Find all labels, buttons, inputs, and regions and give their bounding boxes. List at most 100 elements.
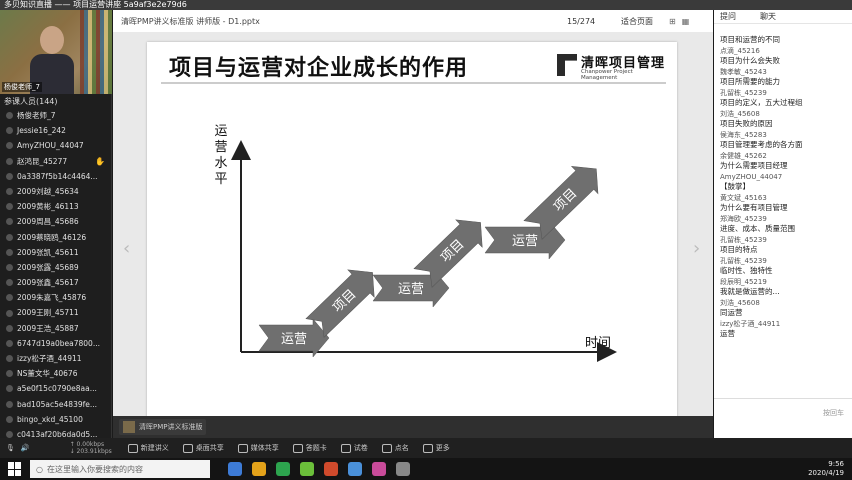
send-hint: 按回车 [823,409,844,417]
chat-sender: 孔留栋_45239 [720,257,767,265]
system-clock[interactable]: 9:56 2020/4/19 [808,460,844,478]
doc-tools[interactable]: ⊞▦ [669,16,696,26]
participant-avatar-icon [6,294,13,302]
network-speed: ↑ 0.00kbps ↓ 203.91kbps [70,441,112,455]
participant-item[interactable]: 2009刘越_45634 [0,184,111,199]
chat-text: 为什么要有项目管理 [720,203,788,212]
chat-text: 项目的特点 [720,245,758,254]
chat-sender: 魏孝敏_45243 [720,68,767,76]
raise-hand-icon: ✋ [95,156,105,166]
document-title: 清晖PMP讲义标准版 讲师版 - D1.pptx [121,16,260,26]
tab-questions[interactable]: 提问 [720,12,736,21]
chat-sender [720,26,848,35]
participant-name: Jessie16_242 [17,126,66,136]
prev-slide-icon[interactable]: ‹ [123,238,131,259]
toolbar-button[interactable]: 点名 [381,443,409,453]
bookshelf-background [80,10,112,94]
taskbar-app-icon[interactable] [252,462,266,476]
teacher-video[interactable]: 杨俊老师_7 [0,10,112,94]
toolbar-button[interactable]: 媒体共享 [237,443,279,453]
participant-item[interactable]: Jessie16_242 [0,123,111,138]
chat-message: izzy松子酒_44911 运营 [720,320,848,339]
taskbar-app-icon[interactable] [396,462,410,476]
participant-name: 2009周昌_45686 [17,217,79,227]
presenter-avatar [123,421,135,433]
tab-chat[interactable]: 聊天 [760,12,776,21]
presenter-bar: 清晖PMP讲义标准版 [113,416,713,438]
participant-avatar-icon [6,385,13,393]
participant-avatar-icon [6,188,13,196]
windows-start-icon[interactable] [8,462,22,476]
chat-sender: 孔留栋_45239 [720,236,767,244]
participant-item[interactable]: 2009蔡晓鸥_46126 [0,230,111,245]
video-name-tag: 杨俊老师_7 [2,82,42,92]
participant-name: AmyZHOU_44047 [17,141,84,151]
participant-avatar-icon [6,400,13,408]
taskbar-app-icon[interactable] [348,462,362,476]
participant-avatar-icon [6,324,13,332]
participant-name: c0413af20b6da0d5... [17,429,98,439]
toolbar-button-icon [182,443,193,453]
taskbar-app-icon[interactable] [300,462,314,476]
chat-messages: 项目和运营的不同 点滴_45216 项目为什么会失败 魏孝敏_45243 项目所需要的能… [714,24,852,339]
page-indicator[interactable]: 15/274 [567,16,596,26]
toolbar-button[interactable]: 更多 [422,443,450,453]
chat-text: 进度、成本、质量范围 [720,224,795,233]
participant-avatar-icon [6,142,13,150]
taskbar-app-icon[interactable] [372,462,386,476]
participant-avatar-icon [6,233,13,241]
toolbar-button-label: 新建讲义 [140,444,169,452]
participant-item[interactable]: 2009王刚_45711 [0,305,111,320]
speaker-icon[interactable]: 🔊 [20,444,30,452]
participant-item[interactable]: 杨俊老师_7 [0,108,111,123]
participant-item[interactable]: 2009张凯_45611 [0,245,111,260]
participant-item[interactable]: 2009朱嘉飞_45876 [0,290,111,305]
participant-avatar-icon [6,172,13,180]
toolbar-button[interactable]: 桌面共享 [182,443,224,453]
participant-item[interactable]: 0a3387f5b14c4464... [0,169,111,184]
chat-sender: 刘浩_45608 [720,299,760,307]
participant-item[interactable]: 2009王浩_45887 [0,321,111,336]
toolbar-button-label: 更多 [435,444,450,452]
presenter-chip[interactable]: 清晖PMP讲义标准版 [119,419,207,435]
participant-name: NS董文华_40676 [17,369,78,379]
chat-text: 项目为什么会失败 [720,56,780,65]
participant-name: izzy松子酒_44911 [17,354,82,363]
toolbar-button[interactable]: 新建讲义 [127,443,169,453]
participant-item[interactable]: 2009周昌_45686 [0,214,111,229]
presentation-area: 清晖PMP讲义标准版 讲师版 - D1.pptx 15/274 适合页面 ⊞▦ … [113,10,713,438]
participant-item[interactable]: c0413af20b6da0d5... [0,427,111,442]
participant-item[interactable]: bad105ac5e4839fe... [0,397,111,412]
participant-name: 2009张凯_45611 [17,247,79,257]
participant-item[interactable]: bingo_xkd_45100 [0,412,111,427]
participant-item[interactable]: AmyZHOU_44047 [0,138,111,153]
chat-sender: izzy松子酒_44911 [720,320,781,328]
toolbar-button[interactable]: 试卷 [340,443,368,453]
taskbar-search[interactable]: ○ 在这里输入你要搜索的内容 [30,460,210,478]
zoom-select[interactable]: 适合页面 [621,16,653,26]
company-logo: 清晖项目管理 Chanpower Project Management [557,52,667,81]
stage-arrow-operation: 运营 [258,318,330,358]
participant-item[interactable]: 6747d19a0bea7800... [0,336,111,351]
mic-icon[interactable]: 🎙 [6,444,15,452]
participant-item[interactable]: izzy松子酒_44911 [0,351,111,366]
participant-item[interactable]: 2009张露_45689 [0,260,111,275]
participant-item[interactable]: 赵鸿昆_45277 ✋ [0,154,111,169]
chat-message: 魏孝敏_45243 项目所需要的能力 [720,68,848,87]
taskbar-app-icon[interactable] [276,462,290,476]
participant-name: bad105ac5e4839fe... [17,399,98,409]
chat-input[interactable]: 按回车 [714,398,852,438]
toolbar-button[interactable]: 答题卡 [292,443,327,453]
chat-message: 孔留栋_45239 临时性、独特性 [720,257,848,276]
participant-avatar-icon [6,218,13,226]
taskbar-app-icon[interactable] [228,462,242,476]
participant-item[interactable]: a5e0f15c0790e8aa... [0,381,111,396]
participant-item[interactable]: NS董文华_40676 [0,366,111,381]
participant-item[interactable]: 2009张鑫_45617 [0,275,111,290]
taskbar-app-icon[interactable] [324,462,338,476]
download-speed: ↓ 203.91kbps [69,448,112,455]
participant-item[interactable]: 2009黄彬_46113 [0,199,111,214]
chat-tabs: 提问 聊天 [714,10,852,24]
chat-text: 运营 [720,329,735,338]
next-slide-icon[interactable]: › [693,238,701,259]
